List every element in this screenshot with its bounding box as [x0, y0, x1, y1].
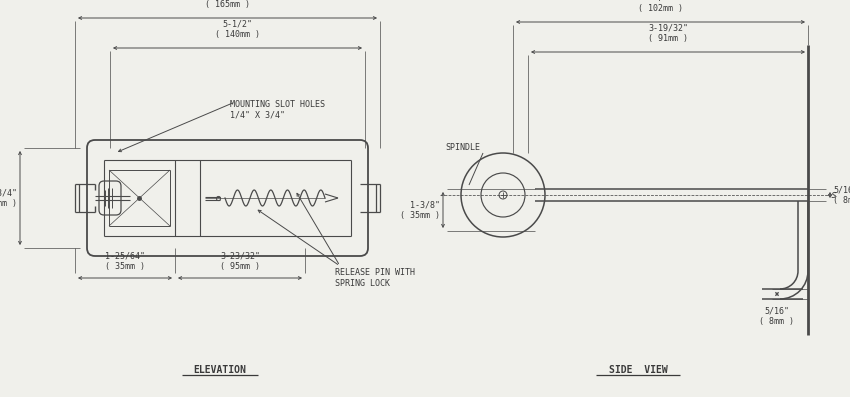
- Text: MOUNTING SLOT HOLES
1/4" X 3/4": MOUNTING SLOT HOLES 1/4" X 3/4": [230, 100, 325, 120]
- Text: 1-3/4"
( 45mm ): 1-3/4" ( 45mm ): [0, 188, 17, 208]
- Text: 3-19/32"
( 91mm ): 3-19/32" ( 91mm ): [648, 23, 688, 43]
- Text: SIDE  VIEW: SIDE VIEW: [609, 365, 667, 375]
- Text: ELEVATION: ELEVATION: [194, 365, 246, 375]
- Text: 5/16"
( 8mm ): 5/16" ( 8mm ): [760, 307, 795, 326]
- Text: s: s: [830, 190, 836, 200]
- Text: 6-1/2"
( 165mm ): 6-1/2" ( 165mm ): [205, 0, 250, 9]
- Text: RELEASE PIN WITH
SPRING LOCK: RELEASE PIN WITH SPRING LOCK: [335, 268, 415, 288]
- Text: 3-23/32"
( 95mm ): 3-23/32" ( 95mm ): [220, 252, 260, 271]
- Text: 5/16"
( 8mm ): 5/16" ( 8mm ): [833, 185, 850, 205]
- Text: SPINDLE: SPINDLE: [445, 143, 480, 152]
- Text: 4"
( 102mm ): 4" ( 102mm ): [638, 0, 683, 13]
- Text: 5-1/2"
( 140mm ): 5-1/2" ( 140mm ): [215, 19, 260, 39]
- Text: 1-25/64"
( 35mm ): 1-25/64" ( 35mm ): [105, 252, 145, 271]
- Text: 1-3/8"
( 35mm ): 1-3/8" ( 35mm ): [400, 200, 440, 220]
